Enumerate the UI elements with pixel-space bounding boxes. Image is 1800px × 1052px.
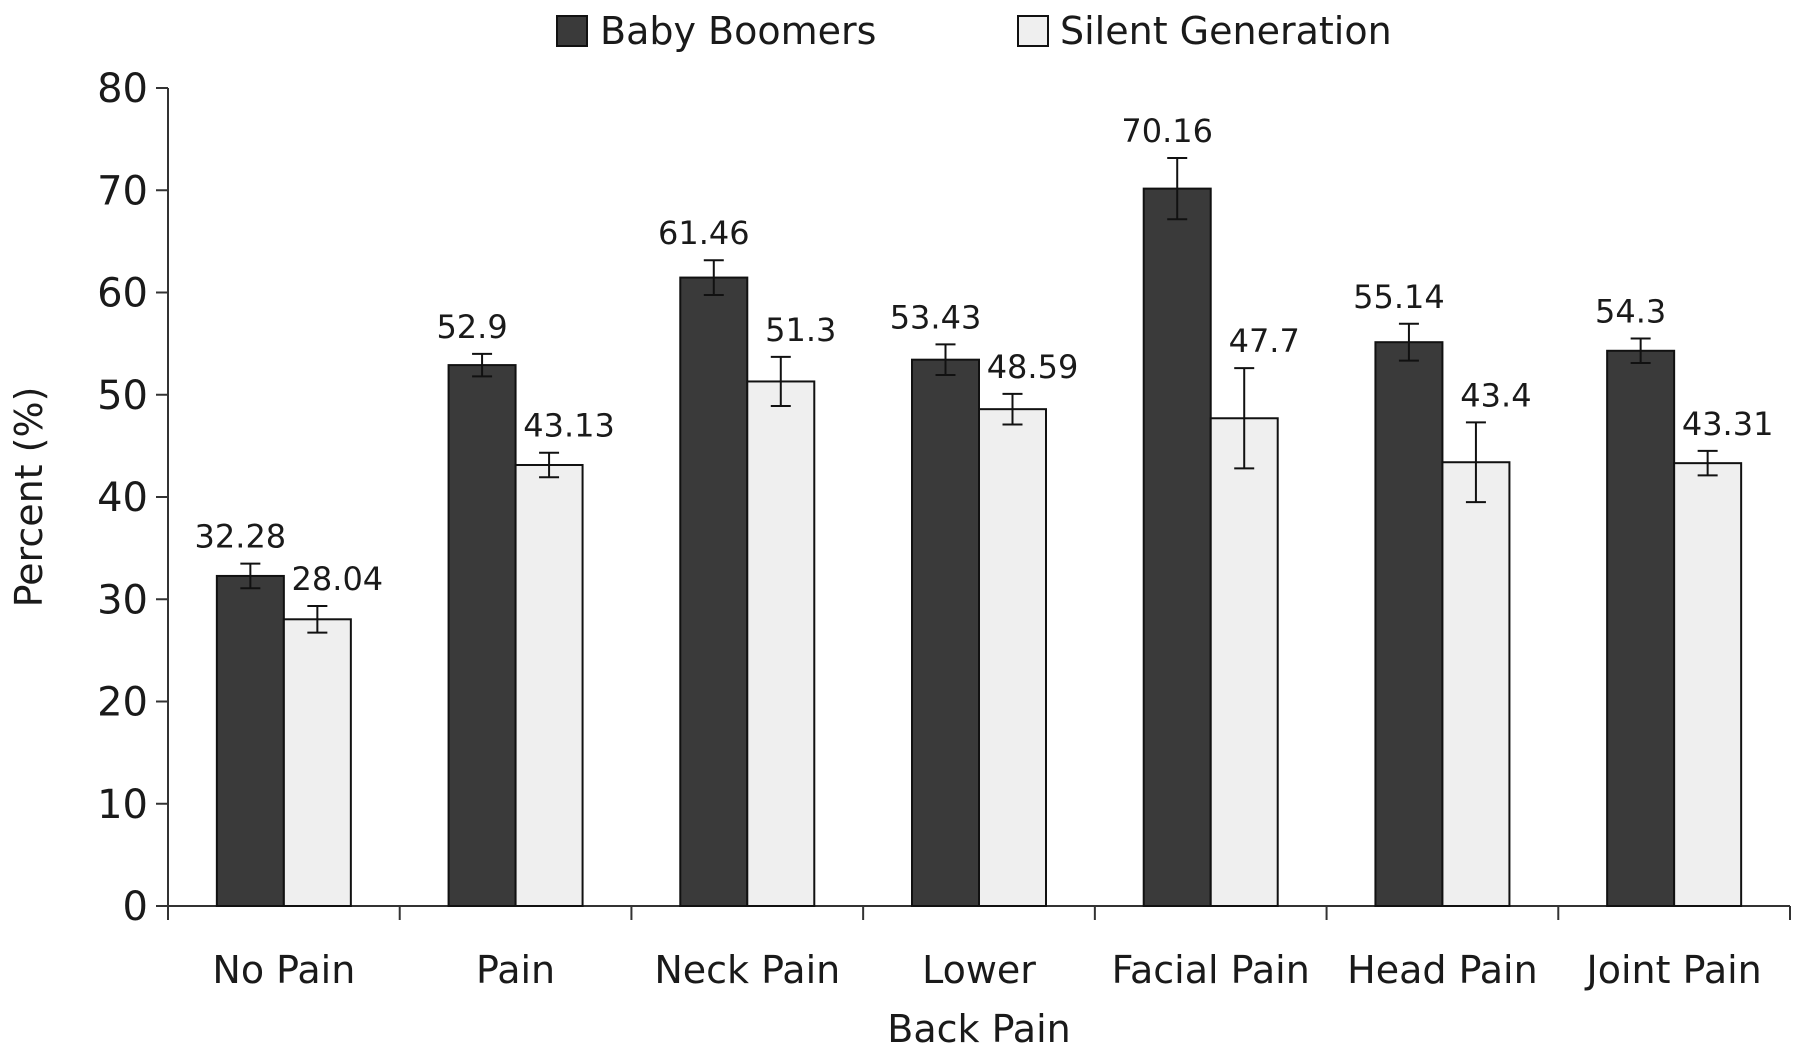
bar	[1441, 461, 1511, 907]
x-category-label: Head Pain	[1347, 948, 1538, 992]
data-label: 47.7	[1229, 322, 1300, 360]
bar	[679, 276, 749, 908]
bar	[911, 358, 980, 908]
bar	[1209, 417, 1279, 907]
data-label: 70.16	[1121, 112, 1213, 150]
y-tick-label: 40	[97, 475, 148, 521]
bar	[282, 618, 352, 908]
bars: 32.28 52.9 61.46 53.43 70.16 55.14 54.3 28.04 43…	[195, 112, 1774, 908]
bar	[1142, 187, 1212, 907]
data-label: 43.31	[1682, 405, 1774, 443]
bar	[514, 463, 584, 907]
x-axis: No Pain Pain Neck Pain Lower Back Pain Facial…	[167, 905, 1791, 1051]
legend-swatch	[1017, 15, 1049, 47]
x-category-label: Back Pain	[887, 1007, 1070, 1051]
data-label: 54.3	[1595, 293, 1666, 331]
bar	[978, 408, 1047, 907]
bar	[1374, 341, 1444, 908]
data-label: 43.13	[523, 407, 615, 445]
bar	[746, 380, 816, 907]
x-category-label: No Pain	[212, 948, 355, 992]
data-label: 48.59	[987, 348, 1079, 386]
y-tick-label: 0	[123, 884, 148, 930]
data-label: 43.4	[1460, 376, 1531, 414]
bar	[215, 574, 285, 907]
y-tick-label: 50	[97, 373, 148, 419]
y-axis-title: Percent (%)	[7, 387, 51, 608]
x-category-label: Pain	[476, 948, 555, 992]
y-tick-label: 60	[97, 271, 148, 317]
y-tick-label: 80	[97, 66, 148, 112]
legend-label: Baby Boomers	[600, 9, 876, 53]
data-label: 51.3	[765, 311, 836, 349]
x-category-label: Lower	[922, 948, 1036, 992]
legend: Baby Boomers Silent Generation	[556, 9, 1392, 53]
y-tick-label: 30	[97, 577, 148, 623]
y-axis: 0 10 20 30 40 50 60 70 80	[97, 66, 169, 930]
legend-swatch	[556, 15, 588, 47]
data-label: 28.04	[292, 560, 384, 598]
x-category-label: Facial Pain	[1112, 948, 1310, 992]
x-category-label: Neck Pain	[654, 948, 840, 992]
y-tick-label: 20	[97, 680, 148, 726]
data-label: 52.9	[436, 308, 507, 346]
y-tick-label: 70	[97, 168, 148, 214]
bar	[1606, 349, 1676, 908]
data-label: 55.14	[1353, 278, 1445, 316]
data-label: 32.28	[195, 518, 287, 556]
bar	[1673, 462, 1743, 907]
legend-label: Silent Generation	[1060, 9, 1392, 53]
x-category-label: Joint Pain	[1585, 948, 1762, 992]
bar	[447, 364, 517, 908]
data-label: 53.43	[890, 298, 982, 336]
y-tick-label: 10	[97, 782, 148, 828]
data-label: 61.46	[658, 214, 750, 252]
